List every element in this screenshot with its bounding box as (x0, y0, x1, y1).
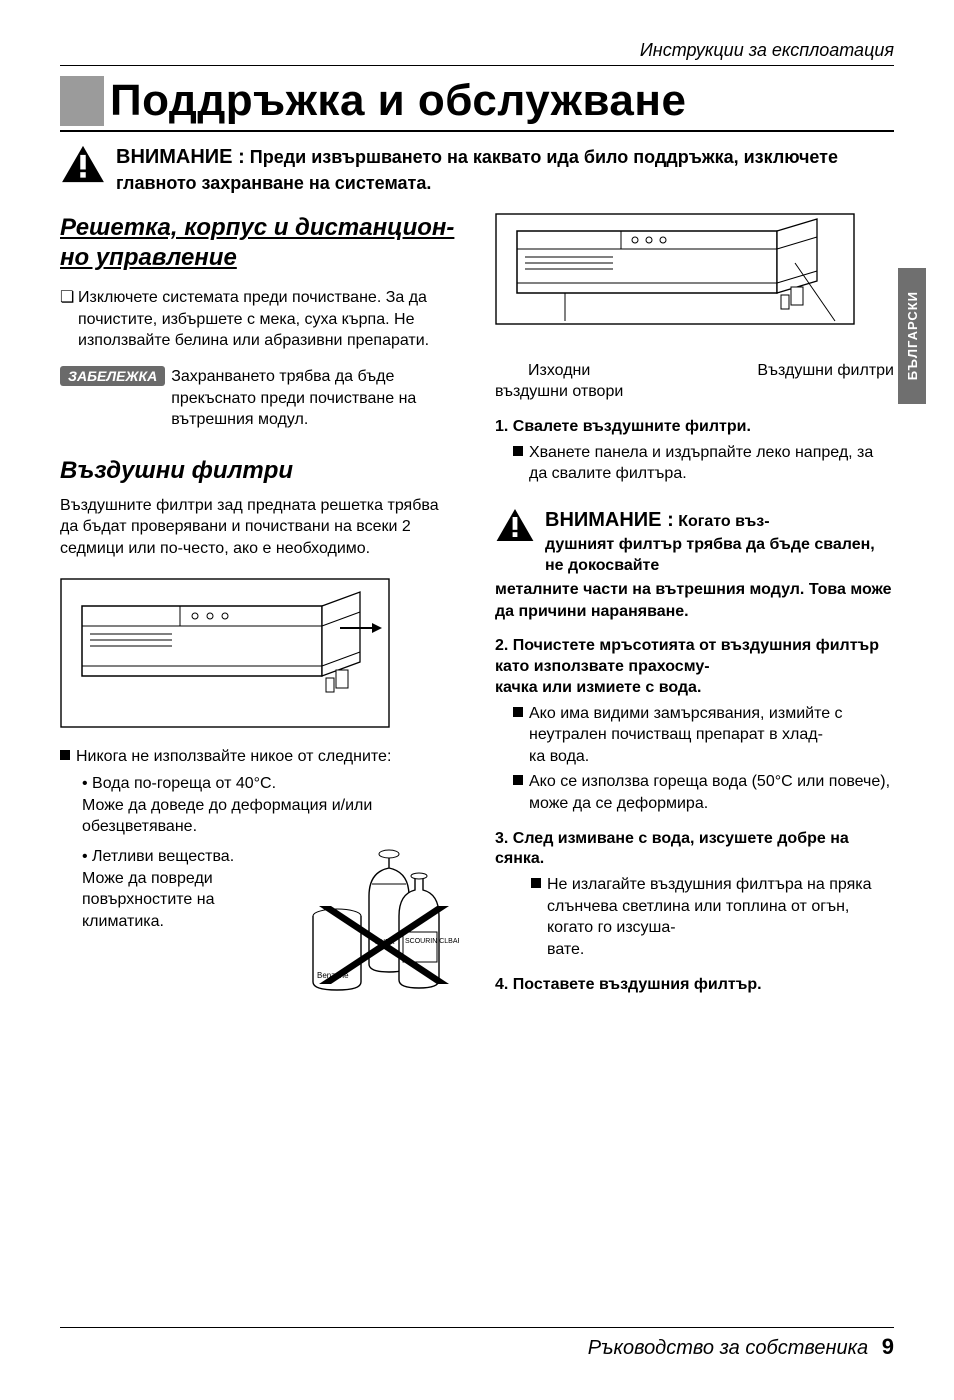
main-caution: ВНИМАНИЕ : Преди извършването на каквато… (60, 144, 894, 195)
note-text: Захранването трябва да бъде прекъснато п… (171, 366, 459, 431)
page: Инструкции за експлоатация Поддръжка и о… (0, 0, 954, 1400)
label-filters: Въздушни филтри (757, 361, 894, 403)
inline-caution-text: ВНИМАНИЕ : Когато въз- душният филтър тр… (545, 507, 894, 577)
grille-instruction: ❏ Изключете системата преди почистване. … (60, 287, 459, 352)
never-item-2-row: Летливи вещества. Може да повреди повърх… (60, 846, 459, 996)
never-item-2: Летливи вещества. Може да повреди повърх… (82, 846, 285, 932)
square-bullet-icon (60, 750, 70, 760)
page-number: 9 (882, 1334, 894, 1359)
section-filters-heading: Въздушни филтри (60, 457, 459, 485)
step-2-sub-2: Ако се използва гореща вода (50°С или по… (513, 771, 894, 814)
step-3-sub: Не излагайте въздушния филтъра на пряка … (531, 874, 894, 960)
right-column: Изходни въздушни отвори Въздушни филтри … (495, 213, 894, 996)
never-item-1: Вода по-гореща от 40°С. Може да доведе д… (82, 773, 459, 838)
inline-caution-follow: металните части на вътрешния модул. Това… (495, 579, 894, 622)
footer-text: Ръководство за собственика (588, 1337, 868, 1359)
section-grille-heading: Решетка, корпус и дистанцион- но управле… (60, 213, 459, 273)
list-bullet-icon: ❏ (60, 287, 78, 352)
two-column-layout: Решетка, корпус и дистанцион- но управле… (60, 213, 894, 996)
title-row: Поддръжка и обслужване (60, 76, 894, 126)
title-underline (60, 130, 894, 132)
label-outlets: Изходни въздушни отвори (495, 361, 623, 403)
unit-diagram-right (495, 213, 894, 343)
filters-intro: Въздушните филтри зад предната решетка т… (60, 495, 459, 560)
square-bullet-icon (531, 874, 547, 960)
note-badge: ЗАБЕЛЕЖКА (60, 366, 165, 386)
footer: Ръководство за собственика 9 (60, 1327, 894, 1360)
running-head: Инструкции за експлоатация (60, 40, 894, 61)
never-lead: Никога не използвайте никое от следните: (60, 746, 459, 768)
step-2: 2. Почистете мръсотията от въздушния фил… (495, 636, 894, 698)
step-1-sub: Хванете панела и издърпайте леко напред,… (513, 442, 894, 485)
square-bullet-icon (513, 703, 529, 768)
square-bullet-icon (513, 771, 529, 814)
warning-icon (495, 507, 535, 543)
note-row: ЗАБЕЛЕЖКА Захранването трябва да бъде пр… (60, 366, 459, 431)
step-4: 4. Поставете въздушния филтър. (495, 975, 894, 996)
step-3: 3. След измиване с вода, изсушете добре … (495, 829, 894, 871)
left-column: Решетка, корпус и дистанцион- но управле… (60, 213, 459, 996)
square-bullet-icon (513, 442, 529, 485)
bottles-crossed-icon: SCOURIN CLBARGE Benzene NNER (299, 846, 459, 996)
grille-instruction-text: Изключете системата преди почистване. За… (78, 287, 459, 352)
step-2-sub-1: Ако има видими замърсявания, измийте с н… (513, 703, 894, 768)
step-1: 1. Свалете въздушните филтри. (495, 417, 894, 438)
title-accent-block (60, 76, 104, 126)
language-tab: БЪЛГАРСКИ (898, 268, 926, 404)
unit-diagram-left (60, 578, 459, 728)
header-rule (60, 65, 894, 66)
inline-caution: ВНИМАНИЕ : Когато въз- душният филтър тр… (495, 507, 894, 577)
never-list: Никога не използвайте никое от следните:… (60, 746, 459, 996)
main-caution-text: ВНИМАНИЕ : Преди извършването на каквато… (116, 144, 894, 195)
svg-text:SCOURIN CLBARGE: SCOURIN CLBARGE (405, 938, 459, 945)
page-title: Поддръжка и обслужване (110, 76, 894, 126)
caution-lead: ВНИМАНИЕ : (116, 146, 245, 168)
warning-icon (60, 144, 106, 184)
diagram-labels: Изходни въздушни отвори Въздушни филтри (495, 361, 894, 403)
